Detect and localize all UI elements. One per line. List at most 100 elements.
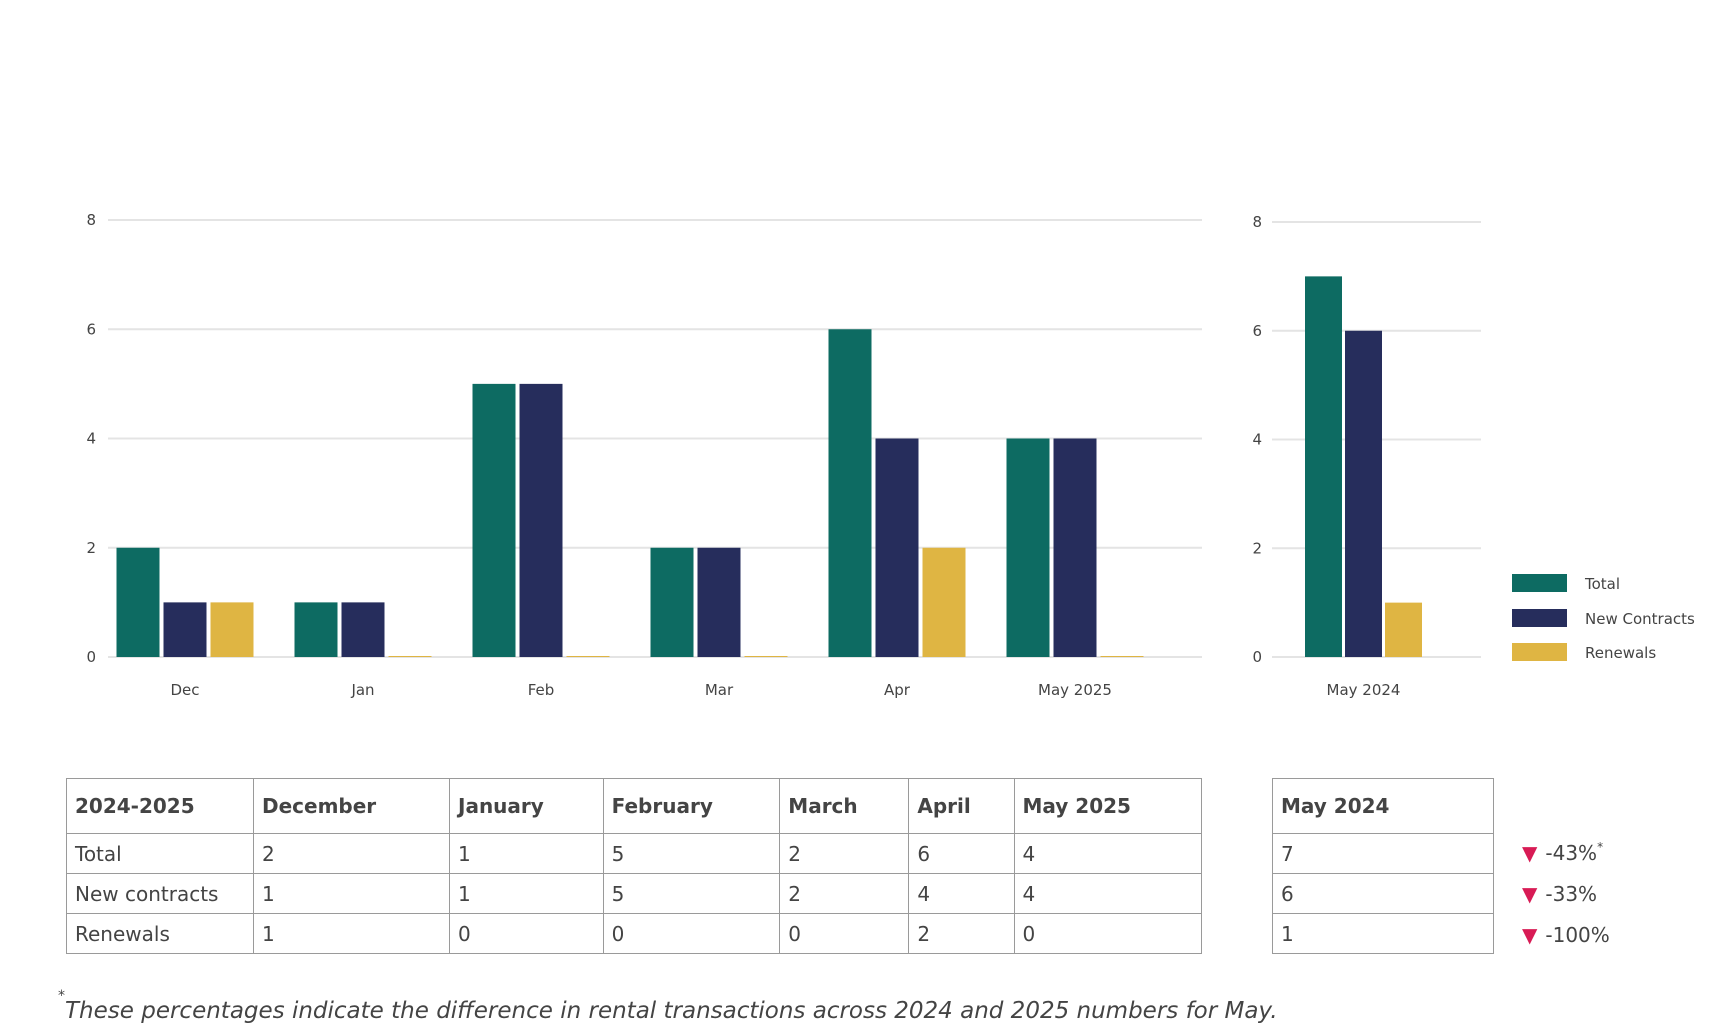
change-column: ▼ -43% * ▼ -33% ▼ -100% [1522,832,1610,955]
legend-swatch [1512,609,1567,627]
bar-charts: 0 2 4 6 8 Dec Jan Feb Mar Apr May 2025 0 2 4 6 8 May 202… [86,211,1695,699]
bar-total [650,547,694,657]
bar-new-contracts [1345,330,1382,657]
y-tick-label: 8 [86,211,96,229]
legend-label: New Contracts [1585,610,1695,628]
bar-total [472,383,516,657]
table-cell: 2 [779,833,910,874]
y-tick-label: 6 [86,320,96,338]
table-cell: 4 [1013,833,1202,874]
change-row: ▼ -33% [1522,873,1610,914]
table-row: New contracts 1 1 5 2 4 4 [66,873,1202,914]
y-tick-label: 0 [1252,648,1262,666]
table-cell: 6 [908,833,1015,874]
table-cell: Total [66,833,254,874]
table-header-cell: 2024-2025 [66,778,254,834]
table-header-cell: April [908,778,1015,834]
bar-total [828,329,872,657]
bar-renewals [210,602,254,657]
x-tick-label: May 2024 [1327,681,1401,699]
monthly-data-table: 2024-2025 December January February Marc… [66,778,1202,954]
x-tick-label: Dec [170,681,199,699]
bar-total [116,547,160,657]
table-cell: 6 [1272,873,1494,914]
table-header-row: 2024-2025 December January February Marc… [66,778,1202,834]
down-triangle-icon: ▼ [1522,881,1538,906]
change-value: -33% [1545,881,1598,906]
legend-label: Total [1584,575,1620,593]
table-cell: 7 [1272,833,1494,874]
table-cell: 4 [1013,873,1202,914]
y-tick-label: 0 [86,648,96,666]
y-tick-label: 4 [86,430,96,448]
table-row: Renewals 1 0 0 0 2 0 [66,913,1202,954]
bar-renewals [566,656,610,657]
bar-new-contracts [697,547,741,657]
bar-renewals [744,656,788,657]
table-cell: New contracts [66,873,254,914]
footnote-marker: * [1597,839,1604,854]
bar-renewals [1385,602,1422,657]
table-header-cell: February [602,778,781,834]
table-cell: 1 [1272,913,1494,954]
table-header-cell: May 2024 [1272,778,1494,834]
bar-renewals [922,547,966,657]
down-triangle-icon: ▼ [1522,840,1538,865]
table-cell: 0 [1013,913,1202,954]
x-tick-label: Apr [884,681,911,699]
legend-swatch [1512,643,1567,661]
bar-total [1305,276,1342,657]
bar-new-contracts [519,383,563,657]
table-cell: Renewals [66,913,254,954]
table-row: 6 [1272,873,1494,914]
table-row: 1 [1272,913,1494,954]
bar-total [1006,438,1050,657]
table-cell: 4 [908,873,1015,914]
legend-swatch [1512,574,1567,592]
table-cell: 0 [602,913,781,954]
table-cell: 0 [779,913,910,954]
bar-new-contracts [163,602,207,657]
table-cell: 1 [449,833,604,874]
footnote-text: These percentages indicate the differenc… [65,998,1278,1024]
table-header-cell: December [253,778,450,834]
x-tick-label: Mar [705,681,734,699]
table-header-cell: January [449,778,604,834]
bar-renewals [388,656,432,657]
table-cell: 2 [779,873,910,914]
table-cell: 2 [908,913,1015,954]
change-value: -100% [1545,922,1610,947]
table-cell: 5 [602,833,781,874]
y-tick-label: 8 [1252,213,1262,231]
footnote: *These percentages indicate the differen… [58,988,1278,1024]
table-row: Total 2 1 5 2 6 4 [66,833,1202,874]
table-cell: 1 [253,913,450,954]
change-row: ▼ -43% * [1522,832,1610,873]
bar-new-contracts [341,602,385,657]
may-2024-table: May 2024 7 6 1 [1272,778,1494,954]
bar-renewals [1100,656,1144,657]
table-row: 7 [1272,833,1494,874]
x-tick-label: Feb [528,681,555,699]
y-tick-label: 2 [86,539,96,557]
y-tick-label: 4 [1252,431,1262,449]
bar-new-contracts [1053,438,1097,657]
y-tick-label: 6 [1252,322,1262,340]
table-cell: 1 [449,873,604,914]
x-tick-label: Jan [350,681,374,699]
y-tick-label: 2 [1252,539,1262,557]
change-value: -43% [1545,840,1598,865]
change-row: ▼ -100% [1522,914,1610,955]
table-cell: 2 [253,833,450,874]
x-tick-label: May 2025 [1038,681,1112,699]
bar-total [294,602,338,657]
table-header-cell: March [779,778,910,834]
legend-label: Renewals [1585,644,1656,662]
footnote-marker: * [58,988,65,1004]
table-cell: 1 [253,873,450,914]
table-header-row: May 2024 [1272,778,1494,834]
table-cell: 5 [602,873,781,914]
table-header-cell: May 2025 [1013,778,1202,834]
down-triangle-icon: ▼ [1522,922,1538,947]
bar-new-contracts [875,438,919,657]
